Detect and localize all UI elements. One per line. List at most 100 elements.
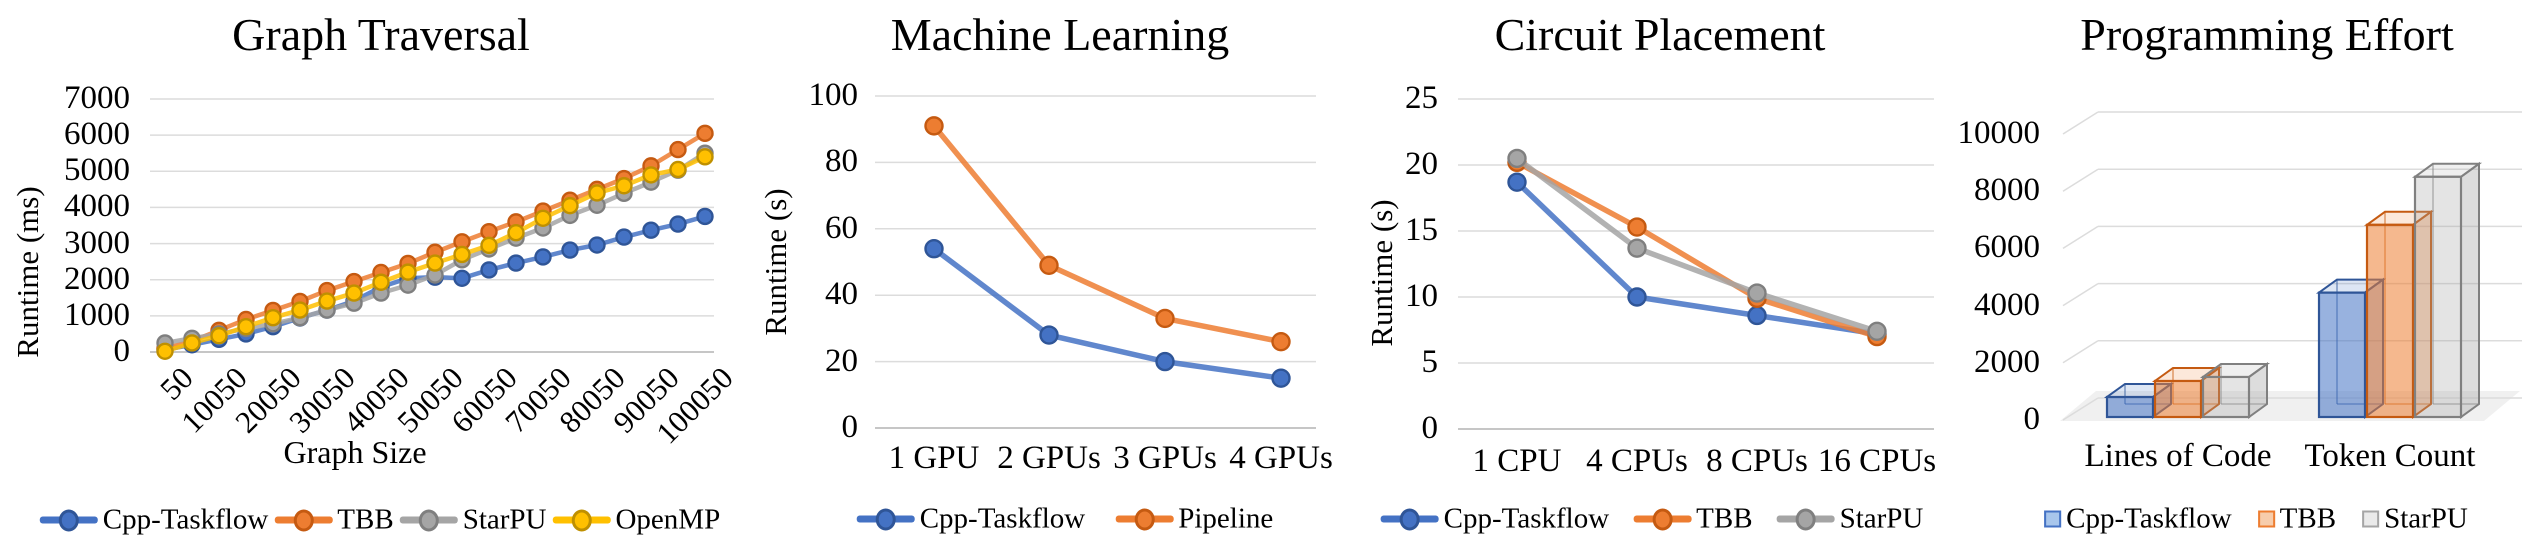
x-tick-label: 2 GPUs (997, 440, 1101, 476)
data-point-OpenMP (210, 327, 228, 345)
legend-marker-icon (1399, 508, 1420, 530)
y-tick-label: 5 (1421, 344, 1439, 380)
data-point-TBB (696, 124, 714, 143)
y-tick-label: 5000 (64, 152, 130, 189)
bar-front-face-TBB (2153, 379, 2203, 419)
data-point-Cpp-Taskflow (1627, 287, 1647, 307)
data-point-OpenMP (345, 284, 363, 302)
legend-label: StarPU (462, 503, 547, 536)
data-point-Cpp-Taskflow (588, 236, 606, 254)
data-point-Pipeline (1039, 255, 1059, 276)
x-tick-label: 8 CPUs (1706, 443, 1808, 479)
data-point-OpenMP (372, 273, 390, 291)
data-point-OpenMP (453, 245, 471, 264)
data-point-Pipeline (1155, 308, 1175, 329)
y-tick-label: 3000 (64, 224, 130, 261)
legend-item: Cpp-Taskflow (1380, 502, 1610, 536)
y-tick-label: 20 (1405, 146, 1438, 182)
legend-item: OpenMP (552, 504, 720, 537)
x-axis-title-graph-size: Graph Size (283, 434, 427, 470)
bar-front-face-Cpp-Taskflow (2105, 395, 2155, 419)
data-point-Cpp-Taskflow (1271, 368, 1291, 388)
data-point-Cpp-Taskflow (924, 239, 944, 259)
legend-item: TBB (274, 504, 394, 537)
y-tick-label: 2000 (64, 260, 130, 297)
data-point-OpenMP (696, 148, 714, 166)
legend-item: Cpp-Taskflow (856, 502, 1086, 536)
data-point-OpenMP (291, 301, 309, 319)
legend-label: OpenMP (615, 503, 721, 536)
y-tick-label: 6000 (64, 116, 130, 153)
x-tick-label: 4 CPUs (1586, 443, 1688, 479)
legend-line-icon (1380, 508, 1439, 530)
legend-graph_traversal: Cpp-Taskflow TBB StarPU OpenMP (39, 503, 720, 537)
legend-line-icon (39, 509, 98, 531)
legend-item: StarPU (399, 503, 547, 537)
x-tick-label: 1 CPU (1472, 443, 1562, 479)
x-tick-label: 4 GPUs (1229, 440, 1333, 476)
chart-title-circuit-placement: Circuit Placement (1494, 9, 1826, 60)
y-tick-label: 80 (825, 143, 858, 180)
data-point-TBB (669, 140, 687, 159)
legend-label: Cpp-Taskflow (919, 502, 1086, 535)
legend-label: TBB (2279, 502, 2337, 535)
category-label: Lines of Code (2084, 438, 2272, 474)
y-tick-label: 6000 (1974, 229, 2040, 266)
gridline-wall (2062, 111, 2099, 135)
data-point-OpenMP (480, 236, 498, 255)
legend-item: Cpp-Taskflow (2044, 503, 2232, 536)
data-point-TBB (1627, 217, 1647, 237)
legend-line-icon (1115, 508, 1174, 530)
data-point-OpenMP (615, 177, 633, 195)
data-point-Cpp-Taskflow (534, 248, 552, 266)
legend-swatch-icon (2362, 510, 2380, 528)
y-tick-label: 40 (825, 276, 858, 313)
data-point-OpenMP (534, 209, 552, 227)
y-tick-label: 0 (113, 333, 131, 369)
data-point-OpenMP (669, 160, 687, 179)
legend-line-icon (1776, 508, 1835, 530)
legend-label: Cpp-Taskflow (2066, 502, 2232, 535)
legend-marker-icon (875, 508, 896, 530)
legend-line-icon (856, 508, 915, 530)
legend-item: TBB (1633, 502, 1753, 536)
legend-marker-icon (571, 509, 592, 531)
gridline-wall (2062, 282, 2099, 307)
data-point-Cpp-Taskflow (453, 269, 471, 287)
data-point-StarPU (1507, 148, 1527, 169)
y-tick-label: 100 (808, 77, 859, 113)
data-point-StarPU (1867, 321, 1887, 342)
data-point-Cpp-Taskflow (615, 228, 633, 246)
gridline-wall (2062, 340, 2099, 364)
y-tick-label: 60 (825, 209, 858, 246)
legend-label: TBB (1696, 502, 1753, 535)
data-point-OpenMP (156, 342, 174, 360)
y-tick-label: 10000 (1957, 115, 2041, 151)
data-point-Cpp-Taskflow (480, 261, 498, 279)
data-point-Cpp-Taskflow (1747, 305, 1767, 326)
chart-title-programming-effort: Programming Effort (2080, 9, 2454, 60)
x-tick-label: 1 GPU (888, 440, 980, 476)
legend-item: StarPU (1776, 503, 1923, 536)
legend-item: TBB (2257, 502, 2337, 536)
legend-label: Cpp-Taskflow (1443, 502, 1610, 535)
chart-title-graph-traversal: Graph Traversal (232, 9, 530, 60)
y-tick-label: 4000 (64, 188, 130, 225)
y-tick-label: 2000 (1974, 343, 2040, 380)
legend-label: StarPU (2384, 502, 2468, 535)
data-point-OpenMP (237, 318, 255, 336)
legend-marker-icon (418, 509, 439, 531)
legend-item: Cpp-Taskflow (39, 504, 268, 537)
legend-label: Pipeline (1178, 502, 1274, 535)
legend-swatch-icon (2257, 510, 2275, 528)
bar-side-face (2460, 161, 2480, 419)
bar-front-face-Cpp-Taskflow (2317, 291, 2367, 419)
bar-front-face-StarPU (2201, 375, 2251, 419)
legend-marker-icon (293, 509, 314, 531)
legend-item: Pipeline (1115, 503, 1273, 536)
y-tick-label: 0 (2023, 401, 2041, 437)
legend-marker-icon (58, 509, 79, 531)
data-point-Cpp-Taskflow (669, 215, 687, 233)
